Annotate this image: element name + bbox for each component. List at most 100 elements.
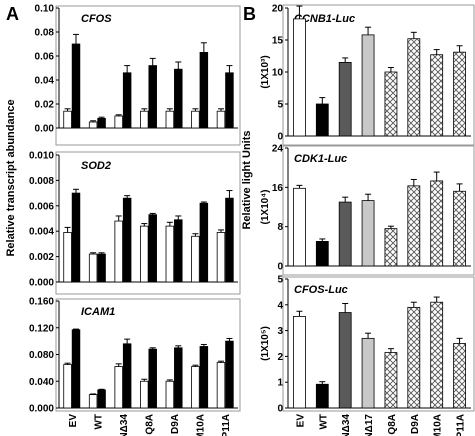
bar-black-1 [97, 389, 106, 409]
bar-0 [293, 316, 306, 409]
bar-1 [315, 383, 329, 409]
bar-black-6 [225, 197, 234, 283]
bar-5 [407, 306, 421, 409]
category-label: EV [295, 414, 306, 428]
bar-black-0 [71, 192, 81, 283]
category-label: Q8A [387, 414, 398, 435]
y-tick-label: 0 [277, 132, 283, 143]
bar-2 [338, 312, 352, 409]
chart-title: CFOS-Luc [294, 284, 348, 296]
bar-black-0 [71, 43, 81, 129]
category-label: NΔ34 [119, 414, 130, 436]
category-label: M10A [196, 414, 207, 436]
panel-a-label: A [6, 4, 19, 24]
chart-0: 0.00 0.02 0.04 0.06 0.08 0.10 CFOS [35, 4, 241, 146]
y-tick-label: 0.160 [29, 297, 54, 308]
y-tick-label: 20 [272, 4, 284, 15]
bar-white-1 [88, 394, 98, 409]
bar-5 [407, 38, 421, 137]
y-tick-label: 0.000 [29, 404, 54, 415]
category-label: Q8A [145, 414, 156, 435]
y-tick-label: 16 [272, 183, 284, 194]
category-label: WT [93, 414, 104, 430]
bar-4 [384, 228, 398, 267]
panel-b-label: B [243, 4, 256, 24]
y-tick-label: 0.040 [29, 377, 54, 388]
bar-6 [430, 54, 444, 137]
y-tick-label: 0.02 [35, 100, 55, 111]
chart-frame [282, 4, 475, 146]
bar-black-2 [122, 197, 132, 283]
bar-white-6 [216, 232, 226, 283]
category-label: P11A [221, 414, 232, 436]
y-tick-label: 0.08 [35, 28, 55, 39]
bar-white-3 [140, 380, 149, 409]
chart-title: CDK1-Luc [294, 153, 347, 165]
bar-white-2 [114, 220, 123, 283]
panel-b-y-axis-label: Relative light Units [241, 130, 253, 229]
bar-white-5 [191, 235, 200, 283]
y-tick-label: 0.004 [29, 227, 54, 238]
bar-0 [293, 187, 306, 267]
chart-title: SOD2 [81, 160, 111, 172]
bar-white-1 [88, 121, 98, 129]
y-tick-label: 3 [277, 326, 283, 337]
y-tick-label: 0.06 [35, 52, 55, 63]
bar-7 [453, 190, 466, 267]
chart-1: 0.000 0.002 0.004 0.006 0.008 0.010 SOD2 [29, 151, 241, 295]
bar-1 [315, 241, 329, 267]
y-tick-label: 0.120 [29, 323, 54, 334]
chart-frame [282, 276, 475, 412]
y-tick-label: 0.10 [35, 4, 55, 15]
chart-y-label: (1X10³) [260, 55, 271, 88]
y-tick-label: 0.008 [29, 176, 54, 187]
chart-y-label: (1X10⁴) [260, 190, 271, 225]
bar-7 [453, 51, 466, 137]
bar-white-2 [114, 115, 123, 129]
bar-4 [384, 352, 398, 409]
category-label: P11A [456, 414, 467, 436]
y-tick-label: 4 [277, 300, 283, 311]
category-label: EV [68, 414, 79, 428]
bar-black-6 [225, 340, 234, 409]
category-label: D9A [410, 414, 421, 434]
bar-white-5 [191, 366, 200, 409]
chart-y-label: (1X10⁵) [260, 326, 271, 361]
y-tick-label: 0.002 [29, 252, 54, 263]
bar-3 [361, 34, 375, 137]
bar-black-4 [174, 68, 183, 129]
bar-white-0 [63, 110, 72, 129]
bar-black-4 [174, 219, 183, 283]
bar-2 [338, 201, 352, 267]
bar-3 [361, 200, 375, 267]
bar-black-2 [122, 72, 132, 129]
bar-white-4 [165, 225, 175, 283]
bar-white-3 [140, 225, 149, 283]
category-label: NΔ34 [341, 414, 352, 436]
bar-black-5 [199, 202, 209, 283]
category-label: WT [318, 414, 329, 430]
category-label: M10A [433, 414, 444, 436]
y-tick-label: 8 [277, 222, 283, 233]
chart-frame [55, 151, 241, 295]
bar-black-3 [148, 214, 157, 283]
bar-white-6 [216, 362, 226, 409]
y-tick-label: 0.080 [29, 350, 54, 361]
chart-4: 0 8 16 24 CDK1-Luc (1X10⁴) [260, 144, 475, 276]
y-tick-label: 0.04 [35, 76, 55, 87]
chart-title: CFOS [81, 13, 112, 25]
y-tick-label: 15 [272, 36, 284, 47]
bar-0 [293, 18, 306, 137]
y-tick-label: 0 [277, 404, 283, 415]
bar-6 [430, 301, 444, 409]
bar-black-1 [97, 118, 106, 129]
bar-5 [407, 185, 421, 267]
bar-3 [361, 337, 375, 409]
y-tick-label: 24 [272, 144, 284, 155]
bar-black-4 [174, 347, 183, 409]
bar-black-2 [122, 343, 132, 409]
chart-5: 0 1 2 3 4 5 CFOS-Luc (1X10⁵) EV WT NΔ34 NΔ17 Q8A D9A M… [260, 275, 475, 436]
chart-title: CCNB1-Luc [294, 13, 355, 25]
bar-black-1 [97, 253, 106, 283]
